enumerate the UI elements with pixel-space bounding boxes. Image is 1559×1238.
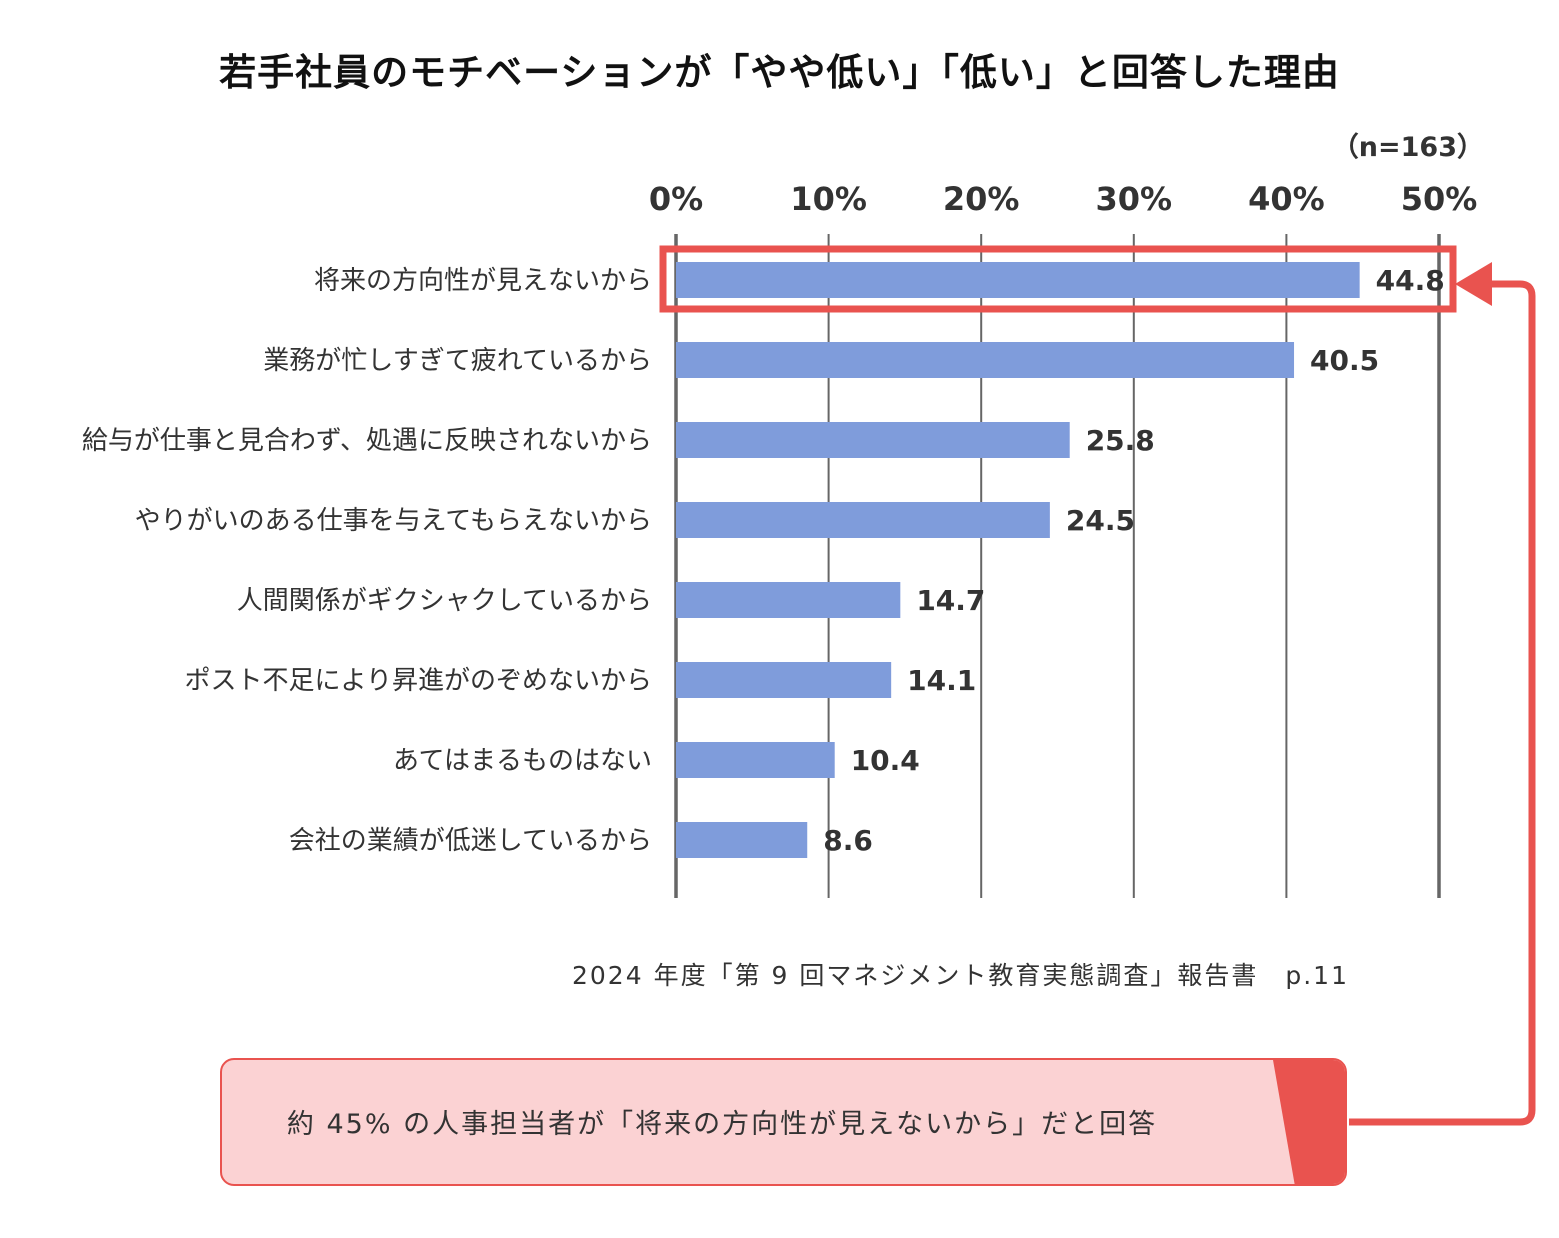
value-label: 14.1 <box>907 664 976 697</box>
highlight-frame <box>659 245 1457 313</box>
connector-arrowhead <box>1455 262 1492 306</box>
chart-title: 若手社員のモチベーションが「やや低い」「低い」と回答した理由 <box>219 51 1340 94</box>
callout-box: 約 45% の人事担当者が「将来の方向性が見えないから」だと回答 <box>220 1058 1347 1186</box>
x-tick-label: 40% <box>1248 180 1325 218</box>
bar <box>676 422 1070 458</box>
gridlines <box>674 234 1441 898</box>
category-labels: 将来の方向性が見えないから業務が忙しすぎて疲れているから給与が仕事と見合わず、処… <box>82 266 652 856</box>
x-tick-label: 20% <box>943 180 1020 218</box>
x-tick-label: 30% <box>1096 180 1173 218</box>
value-label: 44.8 <box>1376 264 1445 297</box>
source-note: 2024 年度「第 9 回マネジメント教育実態調査」報告書 p.11 <box>572 961 1349 990</box>
value-label: 25.8 <box>1086 424 1155 457</box>
highlight-annotation <box>659 245 1536 1126</box>
bar <box>676 742 835 778</box>
bar <box>676 582 901 618</box>
bars <box>676 262 1360 858</box>
x-tick-label: 10% <box>790 180 867 218</box>
x-tick-label: 0% <box>649 180 703 218</box>
callout-tab <box>1273 1060 1345 1184</box>
category-label: あてはまるものはない <box>393 746 652 776</box>
value-label: 40.5 <box>1310 344 1379 377</box>
category-label: 給与が仕事と見合わず、処遇に反映されないから <box>82 426 652 456</box>
category-label: 業務が忙しすぎて疲れているから <box>263 346 652 376</box>
connector-line <box>1349 280 1536 1126</box>
value-label: 8.6 <box>823 824 873 857</box>
sample-size-label: （n=163） <box>1332 132 1484 163</box>
category-label: 将来の方向性が見えないから <box>314 266 652 296</box>
bar <box>676 502 1050 538</box>
callout-text: 約 45% の人事担当者が「将来の方向性が見えないから」だと回答 <box>286 1109 1158 1140</box>
bar <box>676 342 1295 378</box>
value-label: 10.4 <box>851 744 920 777</box>
category-label: 人間関係がギクシャクしているから <box>237 586 652 616</box>
bar <box>676 662 892 698</box>
bar <box>676 262 1360 298</box>
value-label: 24.5 <box>1066 504 1135 537</box>
x-axis-tick-labels: 0% 10% 20% 30% 40% 50% <box>649 180 1477 218</box>
category-label: ポスト不足により昇進がのぞめないから <box>185 666 652 696</box>
value-label: 14.7 <box>916 584 985 617</box>
x-tick-label: 50% <box>1401 180 1478 218</box>
bar <box>676 822 808 858</box>
value-labels: 44.8 40.5 25.8 24.5 14.7 14.1 10.4 8.6 <box>823 264 1445 857</box>
category-label: やりがいのある仕事を与えてもらえないから <box>135 506 652 536</box>
category-label: 会社の業績が低迷しているから <box>289 826 652 856</box>
